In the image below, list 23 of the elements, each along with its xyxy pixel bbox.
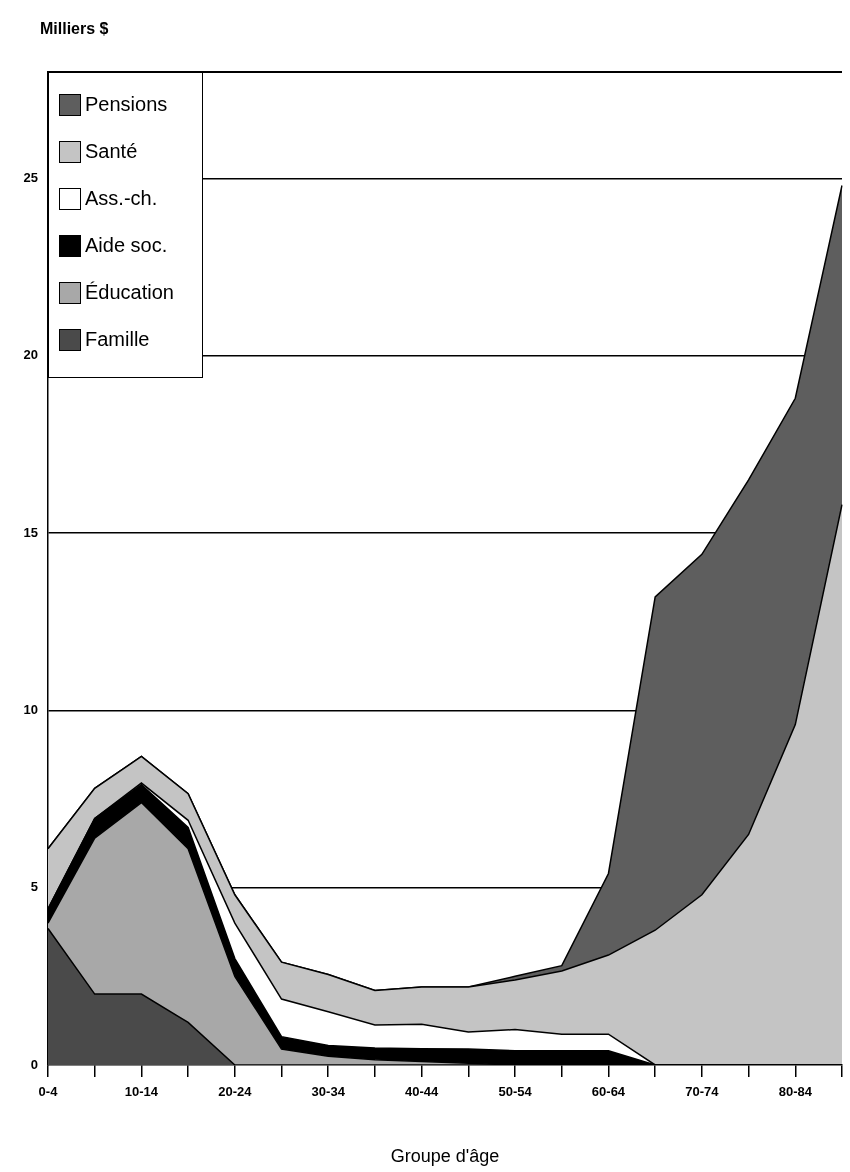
y-tick-label: 5 xyxy=(30,879,38,895)
legend-label: Ass.-ch. xyxy=(85,187,158,210)
x-tick-label: 70-74 xyxy=(685,1084,720,1100)
x-tick-label: 60-64 xyxy=(591,1084,626,1100)
legend-label: Éducation xyxy=(85,281,174,304)
y-axis-title: Milliers $ xyxy=(40,20,109,38)
x-tick-label: 80-84 xyxy=(778,1084,813,1100)
y-tick-label: 25 xyxy=(23,169,38,185)
x-tick-label: 30-34 xyxy=(311,1084,346,1100)
x-tick-label: 20-24 xyxy=(218,1084,253,1100)
x-tick-label: 50-54 xyxy=(498,1084,533,1100)
y-tick-label: 0 xyxy=(30,1056,38,1072)
y-tick-label: 10 xyxy=(23,701,38,717)
y-tick-label: 15 xyxy=(23,524,38,540)
x-axis-title: Groupe d'âge xyxy=(390,1146,500,1167)
legend-label: Santé xyxy=(85,140,138,163)
x-tick-label: 0-4 xyxy=(38,1084,59,1100)
legend-label: Aide soc. xyxy=(85,234,168,257)
y-tick-label: 20 xyxy=(23,347,38,363)
x-tick-label: 10-14 xyxy=(124,1084,159,1100)
x-tick-label: 40-44 xyxy=(405,1084,440,1100)
legend-label: Famille xyxy=(85,328,150,351)
legend-label: Pensions xyxy=(85,93,168,116)
